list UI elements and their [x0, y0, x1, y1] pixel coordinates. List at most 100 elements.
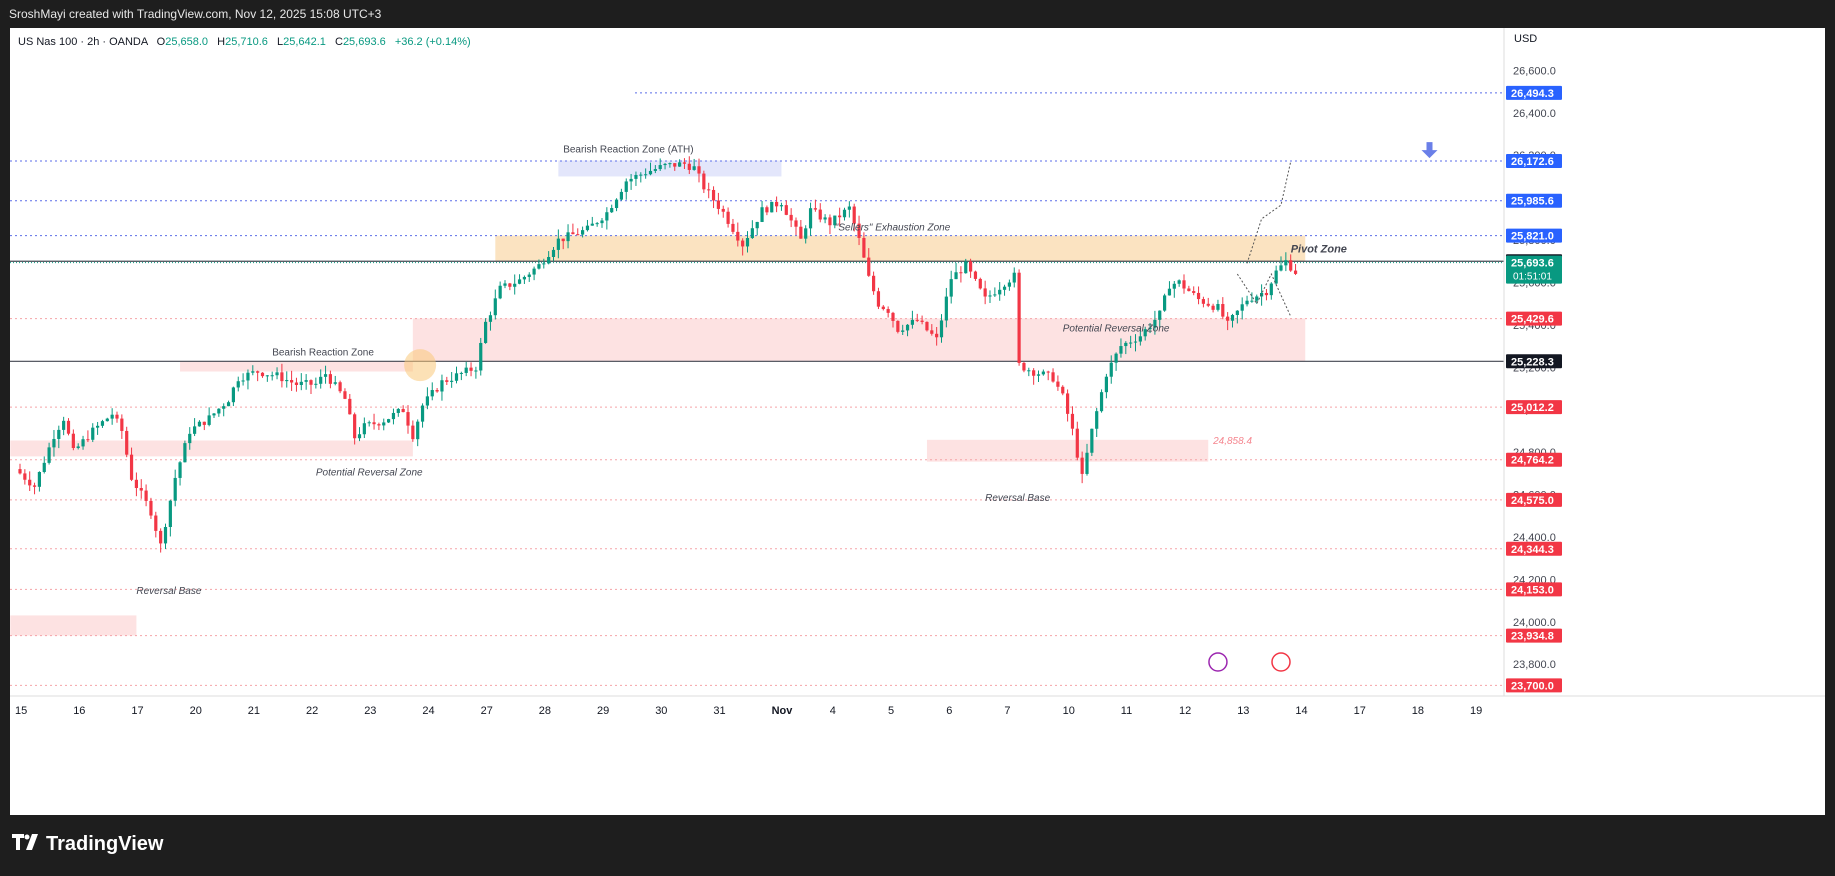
- candle-body: [348, 398, 352, 415]
- candle-body: [925, 321, 929, 331]
- candle-body: [377, 424, 381, 426]
- level-tag-2: [1506, 193, 1562, 208]
- event-flag-icon: [1271, 652, 1291, 672]
- candle-body: [998, 289, 1002, 295]
- candle-body: [944, 296, 948, 321]
- candle-body: [401, 408, 405, 413]
- candle-body: [464, 367, 468, 373]
- tradingview-logo[interactable]: TradingView: [12, 833, 163, 856]
- candle-body: [867, 257, 871, 276]
- candle-body: [794, 220, 798, 227]
- candle-body: [115, 414, 119, 419]
- candle-body: [1158, 310, 1162, 320]
- candle-body: [673, 163, 677, 167]
- candle-body: [420, 405, 425, 422]
- level-tag-text-1: 26,172.6: [1511, 156, 1554, 168]
- candle-body: [852, 206, 856, 224]
- level-tag-text-0: 26,494.3: [1511, 88, 1554, 100]
- candle-body: [702, 173, 706, 190]
- projection-down-arrow: [1236, 272, 1292, 317]
- candle-body: [949, 279, 953, 297]
- candle-body: [760, 207, 764, 222]
- level-tag-5: [1506, 255, 1562, 284]
- candle-body: [610, 208, 614, 213]
- candle-body: [66, 420, 71, 434]
- candle-body: [362, 423, 366, 435]
- candle-body: [134, 479, 138, 489]
- candle-body: [435, 390, 439, 392]
- candle-body: [838, 215, 842, 218]
- candle-body: [207, 415, 211, 425]
- candle-body: [76, 446, 80, 449]
- candle-body: [765, 207, 769, 213]
- candle-body: [954, 272, 958, 280]
- candle-body: [105, 418, 109, 422]
- candle-body: [668, 163, 672, 165]
- candle-body: [338, 382, 342, 392]
- candle-body: [1196, 292, 1201, 300]
- price-chart[interactable]: Bearish Reaction Zone (ATH) Pivot Zone "Se…: [10, 28, 1825, 815]
- x-tick-label: 16: [73, 705, 85, 717]
- zone-6: [926, 439, 1209, 462]
- candle-body: [193, 426, 197, 434]
- candle-body: [1007, 282, 1011, 287]
- price-axis: [1504, 28, 1825, 815]
- candle-body: [745, 238, 750, 247]
- candle-body: [600, 220, 604, 224]
- candle-body: [1085, 452, 1089, 474]
- candle-body: [28, 479, 32, 486]
- candle-body: [285, 380, 289, 382]
- candle-body: [275, 372, 279, 376]
- candle-body: [1090, 428, 1094, 453]
- candle-body: [789, 214, 793, 221]
- x-tick-label: 19: [1470, 705, 1482, 717]
- level-tag-3: [1506, 228, 1562, 243]
- level-tag-14: [1506, 678, 1562, 693]
- candle-body: [741, 240, 745, 247]
- level-tag-text-11: 24,344.3: [1511, 544, 1554, 556]
- candle-body: [804, 228, 808, 239]
- low-value: 25,642.1: [283, 36, 326, 48]
- x-tick-label: 22: [306, 705, 318, 717]
- candle-body: [1264, 292, 1269, 296]
- y-tick-label: 24,000.0: [1513, 617, 1556, 629]
- candle-body: [1099, 392, 1104, 412]
- candle-body: [406, 412, 410, 426]
- candle-body: [353, 414, 357, 439]
- x-tick-label: 6: [946, 705, 952, 717]
- candle-body: [1245, 300, 1249, 305]
- candle-body: [251, 371, 255, 373]
- y-tick-label: 23,800.0: [1513, 659, 1556, 671]
- chart-area[interactable]: Bearish Reaction Zone (ATH) Pivot Zone "Se…: [10, 28, 1825, 815]
- level-tag-text-7: 25,228.3: [1511, 356, 1554, 368]
- candle-body: [1240, 304, 1244, 311]
- candle-body: [658, 165, 662, 170]
- level-tag-text-10: 24,575.0: [1511, 495, 1554, 507]
- zone-label-3: Potential Reversal Zone: [1063, 323, 1170, 334]
- high-value: 25,710.6: [225, 36, 268, 48]
- candle-body: [687, 163, 691, 170]
- candle-body: [1032, 370, 1036, 376]
- level-tag-text-3: 25,821.0: [1511, 231, 1554, 243]
- candle-body: [1056, 381, 1060, 387]
- zone-5: [10, 440, 413, 457]
- tradingview-brand: TradingView: [46, 833, 164, 855]
- level-tag-text-12: 24,153.0: [1511, 584, 1554, 596]
- candle-body: [508, 283, 512, 287]
- candle-body: [493, 298, 497, 316]
- candle-body: [983, 288, 987, 297]
- currency-label: USD: [1514, 33, 1537, 45]
- candle-body: [81, 439, 85, 447]
- bearish-arrow-icon: [1421, 142, 1438, 159]
- y-tick-label: 26,600.0: [1513, 65, 1556, 77]
- open-key: O: [156, 36, 166, 48]
- candle-body: [212, 413, 216, 416]
- candle-body: [697, 166, 701, 174]
- x-tick-label: 15: [15, 705, 27, 717]
- candle-body: [387, 419, 391, 423]
- candle-body: [973, 271, 978, 279]
- candle-body: [469, 367, 473, 371]
- candle-body: [173, 477, 177, 501]
- candle-body: [1080, 457, 1084, 474]
- candle-body: [396, 408, 400, 413]
